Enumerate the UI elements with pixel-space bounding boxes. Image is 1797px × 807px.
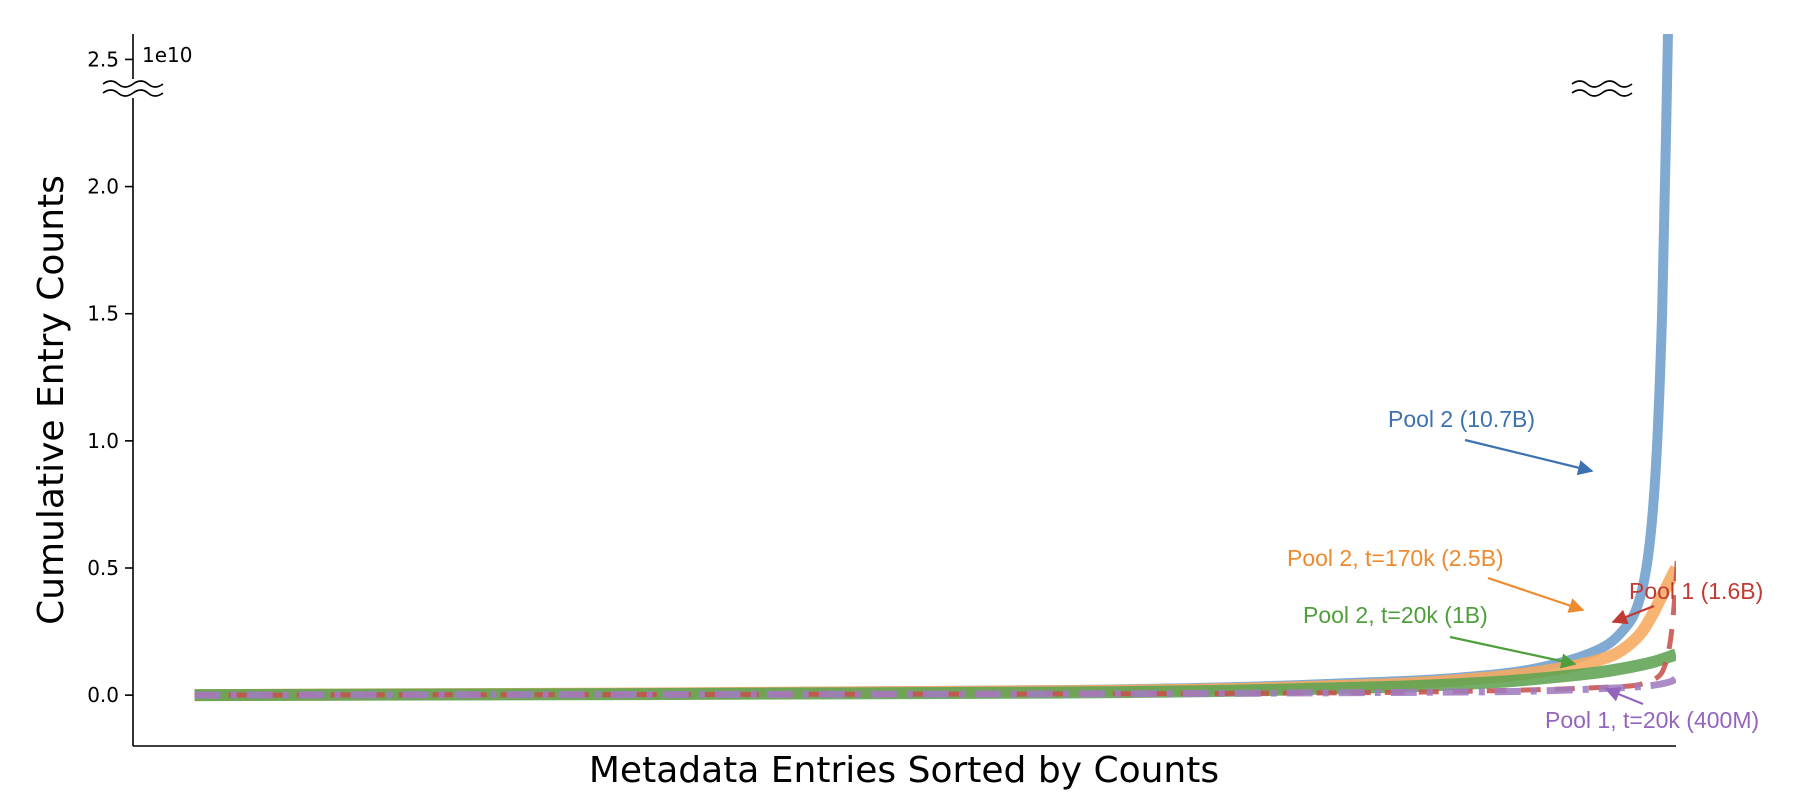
- annotation-arrow: [1449, 635, 1577, 669]
- y-tick-label: 2.5: [87, 47, 119, 71]
- series-line-pool2: [194, 34, 1673, 701]
- annotation-arrow: [1611, 604, 1655, 625]
- y-tick-label: 1.0: [87, 429, 119, 453]
- annotation-label: Pool 2 (10.7B): [1388, 406, 1535, 432]
- series-layer: [194, 34, 1676, 702]
- annotation-pool2-t170k: Pool 2, t=170k (2.5B): [1287, 545, 1585, 613]
- series-line-pool2-t170k: [194, 565, 1676, 702]
- annotation-pool1-t20k: Pool 1, t=20k (400M): [1545, 687, 1759, 733]
- series-line-pool1: [194, 550, 1676, 698]
- annotation-label: Pool 2, t=20k (1B): [1303, 602, 1488, 628]
- series-line-pool1-t20k: [194, 675, 1676, 699]
- x-axis-title: Metadata Entries Sorted by Counts: [589, 750, 1219, 791]
- y-offset-label: 1e10: [142, 43, 192, 67]
- y-axis-title: Cumulative Entry Counts: [31, 175, 72, 625]
- axis-break-marker-right: [1571, 79, 1633, 98]
- annotation-label: Pool 1 (1.6B): [1629, 578, 1763, 604]
- annotation-pool2-t20k: Pool 2, t=20k (1B): [1303, 602, 1577, 669]
- annotation-pool2: Pool 2 (10.7B): [1388, 406, 1594, 476]
- annotation-arrow: [1464, 438, 1594, 476]
- annotation-arrow: [1487, 576, 1585, 613]
- annotation-label: Pool 1, t=20k (400M): [1545, 707, 1759, 733]
- annotation-label: Pool 2, t=170k (2.5B): [1287, 545, 1504, 571]
- annotation-arrow: [1604, 687, 1644, 706]
- y-tick-layer: 0.0 0.5 1.0 1.5 2.0 2.5: [87, 47, 133, 707]
- annotation-pool1: Pool 1 (1.6B): [1611, 578, 1763, 625]
- y-tick-label: 2.0: [87, 175, 119, 199]
- axis-break-marker-left: [102, 79, 164, 98]
- y-tick-label: 1.5: [87, 302, 119, 326]
- y-tick-label: 0.0: [87, 683, 119, 707]
- y-tick-label: 0.5: [87, 556, 119, 580]
